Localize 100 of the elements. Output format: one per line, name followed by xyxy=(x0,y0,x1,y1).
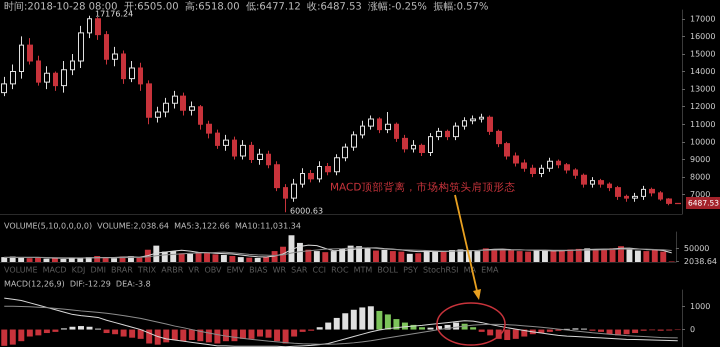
bar xyxy=(470,327,476,330)
candlestick xyxy=(274,160,280,192)
bar xyxy=(643,251,650,262)
candlestick xyxy=(189,100,195,116)
annotation: MACD顶部背离，市场构筑头肩顶形态 xyxy=(330,180,516,194)
candlestick xyxy=(351,130,357,152)
bar xyxy=(248,330,254,339)
candlestick xyxy=(10,64,16,90)
candlestick xyxy=(556,158,561,169)
y-tick-label: 17000 xyxy=(690,14,716,24)
bar xyxy=(214,330,220,344)
candlestick xyxy=(385,112,391,134)
bar xyxy=(334,318,340,330)
candlestick xyxy=(53,71,58,92)
candlestick xyxy=(334,154,340,176)
candlestick xyxy=(453,122,459,141)
bar xyxy=(44,330,50,334)
candlestick xyxy=(624,194,629,202)
candlestick xyxy=(70,53,75,76)
bar xyxy=(368,306,374,330)
candlestick xyxy=(104,30,109,66)
bar xyxy=(567,249,574,262)
candlestick xyxy=(547,157,553,172)
candlestick xyxy=(436,127,442,141)
bar xyxy=(10,330,16,345)
bar xyxy=(86,326,92,330)
y-tick-label: 0 xyxy=(690,325,696,334)
bar xyxy=(180,330,186,342)
y-tick-label: 2038.64 xyxy=(684,256,718,266)
bar xyxy=(305,250,312,262)
bar xyxy=(120,330,127,337)
candlestick xyxy=(658,190,663,202)
bar xyxy=(632,330,638,334)
line-series xyxy=(4,306,678,345)
bar xyxy=(504,330,510,340)
bar xyxy=(26,330,33,337)
y-tick-label: 12000 xyxy=(690,102,716,112)
bar xyxy=(77,258,84,262)
candlestick xyxy=(172,90,178,109)
y-tick-label: 50000 xyxy=(684,244,710,253)
candlestick xyxy=(317,160,322,183)
y-tick-label: 16000 xyxy=(690,32,716,41)
bar xyxy=(222,330,229,342)
y-tick-label: 7000 xyxy=(690,190,710,200)
y-tick-label: 9000 xyxy=(690,154,710,164)
bar xyxy=(652,250,658,262)
candlestick xyxy=(78,25,84,69)
candlestick xyxy=(112,46,118,67)
bar xyxy=(282,330,289,344)
bar xyxy=(266,330,272,338)
bar xyxy=(316,327,323,330)
candlestick xyxy=(487,115,493,136)
bar xyxy=(257,330,263,337)
y-tick-label: 8000 xyxy=(690,172,710,182)
bar xyxy=(634,250,641,262)
bar xyxy=(129,330,136,338)
bar xyxy=(624,330,630,334)
candlestick xyxy=(325,162,331,176)
bar xyxy=(660,252,666,262)
bar xyxy=(291,330,298,337)
y-tick-label: 15000 xyxy=(690,49,716,58)
candlestick xyxy=(215,129,220,150)
candlestick xyxy=(564,162,570,174)
bar xyxy=(406,254,413,262)
candlestick xyxy=(539,164,544,178)
annotation: 17176.24 xyxy=(95,10,134,18)
candlestick xyxy=(641,185,646,200)
candlestick xyxy=(470,115,476,125)
bar xyxy=(592,249,599,262)
bar xyxy=(384,314,391,330)
candlestick xyxy=(1,76,7,97)
candlestick xyxy=(19,36,24,80)
bar xyxy=(18,258,24,262)
y-tick-label: 1000 xyxy=(690,302,710,311)
candlestick xyxy=(521,158,527,172)
candlestick xyxy=(428,132,433,156)
bar xyxy=(342,313,348,330)
candlestick xyxy=(291,178,297,202)
bar xyxy=(231,330,238,342)
bar xyxy=(525,252,532,262)
candlestick xyxy=(257,148,263,166)
bar xyxy=(415,253,422,262)
bar xyxy=(246,258,252,262)
candlestick xyxy=(198,104,203,130)
candlestick xyxy=(581,173,587,188)
bar xyxy=(204,252,210,262)
bar xyxy=(138,330,144,339)
candlestick xyxy=(36,55,41,86)
candlestick xyxy=(530,164,536,178)
text: VOLUME(5,10,0,0,0,0) VOLUME:2,038.64 MA5:3,122.66 MA10:11,031.34 xyxy=(4,222,301,230)
bar xyxy=(188,330,195,340)
candlestick xyxy=(249,141,254,164)
candlestick xyxy=(308,170,314,183)
candlestick xyxy=(445,129,450,141)
bar xyxy=(187,254,194,262)
candlestick xyxy=(411,140,416,153)
bar xyxy=(350,310,357,330)
y-tick-label: 13000 xyxy=(690,84,716,94)
candlestick xyxy=(598,178,604,188)
bar xyxy=(393,319,400,330)
